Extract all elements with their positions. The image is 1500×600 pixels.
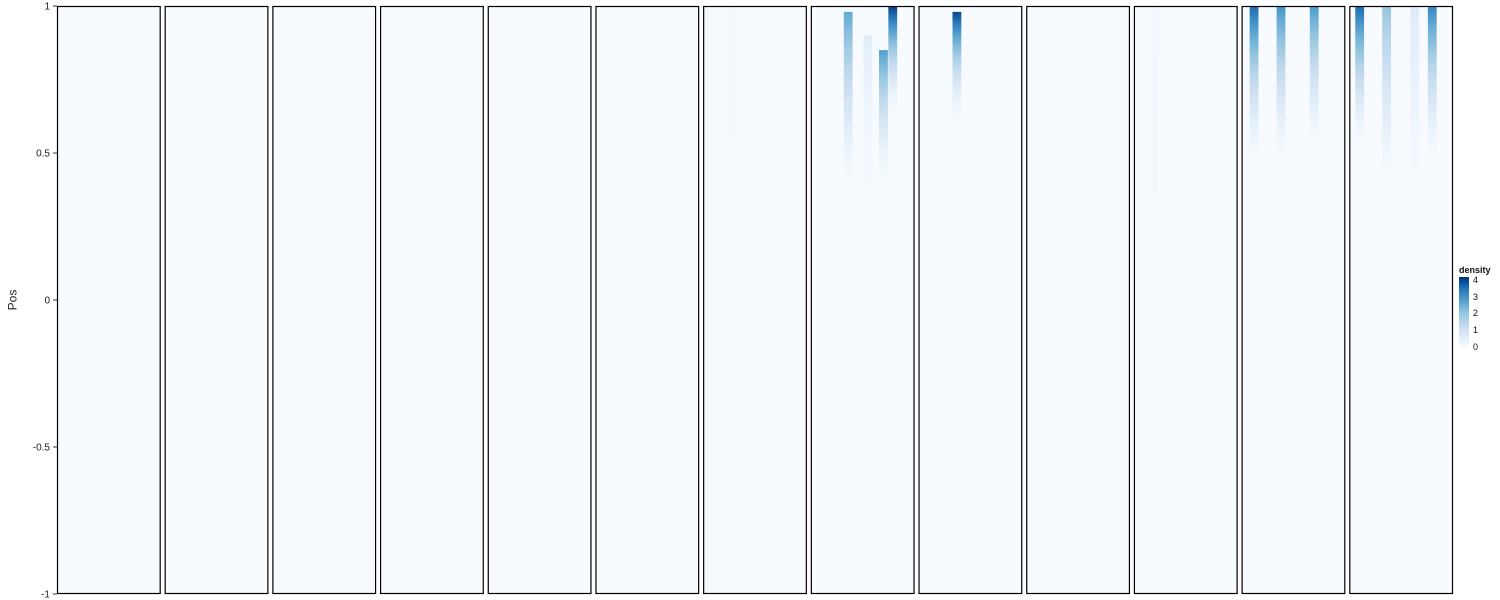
legend-tick-label: 3	[1473, 291, 1479, 302]
panel-border	[56, 5, 161, 595]
panel-border	[1133, 5, 1238, 595]
legend-colorbar	[1459, 277, 1469, 347]
panel-background	[1026, 6, 1130, 594]
panel-border	[272, 5, 377, 595]
density-streak	[1382, 6, 1392, 198]
density-streak	[727, 6, 737, 594]
panel-background	[1133, 6, 1238, 594]
facet-panel	[703, 5, 807, 595]
panel-border	[379, 5, 484, 595]
panel-border	[1349, 5, 1454, 595]
density-streak	[1249, 6, 1259, 168]
y-tick-label: 1	[44, 2, 50, 13]
facet-panel	[595, 5, 700, 595]
y-tick-label: 0.5	[36, 149, 50, 160]
panel-background	[918, 6, 1023, 594]
density-streak	[879, 50, 888, 189]
y-tick-label: -1	[41, 590, 50, 600]
panel-background	[272, 6, 377, 594]
panel-background	[57, 6, 161, 594]
y-tick-label: -0.5	[33, 443, 51, 454]
panel-border	[810, 5, 915, 595]
density-streak	[1410, 6, 1420, 242]
density-streak	[1355, 6, 1365, 153]
panel-border	[164, 5, 269, 595]
legend-tick-label: 4	[1473, 274, 1479, 285]
facet-panel	[1026, 5, 1131, 595]
facet-panel	[379, 5, 484, 595]
panel-background	[380, 6, 484, 594]
panel-background	[1349, 6, 1453, 594]
legend-tick-label: 0	[1473, 341, 1479, 352]
y-axis-title: Pos	[5, 289, 20, 311]
legend-tick-label: 1	[1473, 324, 1479, 335]
facet-panel	[1349, 5, 1454, 595]
facet-panel	[56, 5, 161, 595]
facet-panel	[918, 5, 1023, 595]
density-streak	[1150, 6, 1160, 594]
panel-border	[1026, 5, 1131, 595]
legend-tick-label: 2	[1473, 308, 1479, 319]
panel-border	[487, 5, 592, 595]
panel-border	[595, 5, 700, 595]
panel-border	[703, 5, 807, 595]
y-tick-label: 0	[44, 296, 50, 307]
facet-panel	[810, 5, 915, 595]
facet-panel	[272, 5, 377, 595]
panel-background	[703, 6, 807, 594]
facet-panel	[487, 5, 592, 595]
panel-background	[810, 6, 915, 594]
panel-border	[918, 5, 1023, 595]
panel-background	[164, 6, 269, 594]
facet-panel	[1241, 5, 1346, 595]
density-streak	[888, 6, 898, 118]
density-streak	[863, 35, 873, 242]
facet-panel	[1133, 5, 1238, 595]
density-streak	[1276, 6, 1286, 168]
legend-title: density	[1459, 265, 1491, 275]
density-streak	[1309, 6, 1319, 153]
density-streak	[952, 11, 962, 124]
density-streak	[1427, 6, 1437, 168]
panel-border	[1241, 5, 1346, 595]
panel-background	[487, 6, 592, 594]
density-streak	[843, 11, 853, 198]
density-legend: density 4 3 2 1 0	[1456, 265, 1500, 351]
panel-background	[595, 6, 700, 594]
facet-panel	[164, 5, 269, 595]
panel-background	[1241, 6, 1346, 594]
